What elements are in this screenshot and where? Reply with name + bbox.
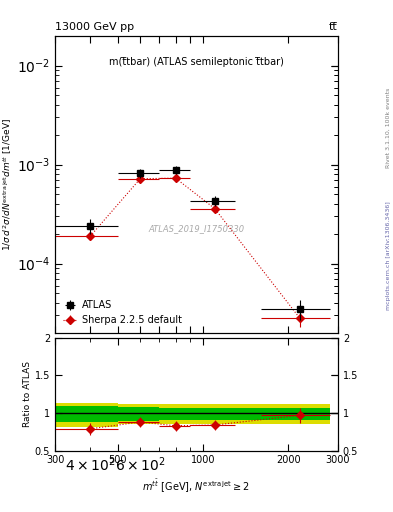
Y-axis label: Ratio to ATLAS: Ratio to ATLAS xyxy=(23,361,32,427)
Text: ATLAS_2019_I1750330: ATLAS_2019_I1750330 xyxy=(149,224,244,233)
Text: Rivet 3.1.10, 100k events: Rivet 3.1.10, 100k events xyxy=(386,88,391,168)
Text: m(t̅tbar) (ATLAS semileptonic t̅tbar): m(t̅tbar) (ATLAS semileptonic t̅tbar) xyxy=(109,57,284,67)
Y-axis label: $1/\sigma\,d^2\sigma/dN^{\rm extra\,jet}dm^{t\bar{t}}$ [1/GeV]: $1/\sigma\,d^2\sigma/dN^{\rm extra\,jet}… xyxy=(0,118,14,251)
Text: mcplots.cern.ch [arXiv:1306.3436]: mcplots.cern.ch [arXiv:1306.3436] xyxy=(386,202,391,310)
X-axis label: $m^{t\bar{t}}$ [GeV], $N^{\rm extra\,jet}\geq 2$: $m^{t\bar{t}}$ [GeV], $N^{\rm extra\,jet… xyxy=(142,478,251,495)
Text: 13000 GeV pp: 13000 GeV pp xyxy=(55,23,134,32)
Legend: ATLAS, Sherpa 2.2.5 default: ATLAS, Sherpa 2.2.5 default xyxy=(60,297,185,328)
Text: tt̅: tt̅ xyxy=(329,23,338,32)
